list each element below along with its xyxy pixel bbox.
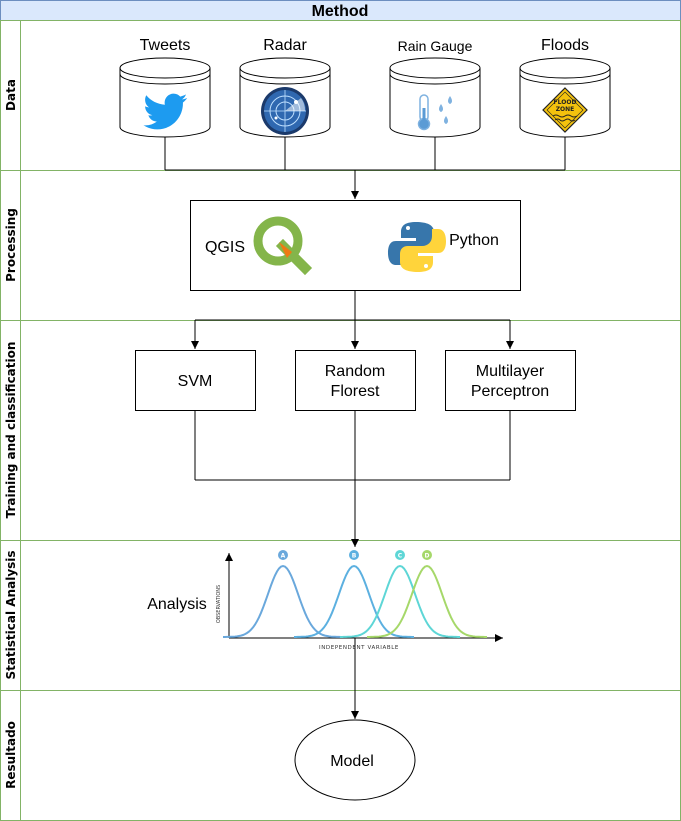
python-logo-icon: [388, 222, 446, 272]
analysis-y-label: OBSERVATIONS: [216, 585, 222, 623]
classifier-mlp-line2: Perceptron: [471, 383, 549, 400]
curve-badge-label-d: D: [425, 553, 430, 560]
curve-c: [340, 564, 460, 638]
classifier-random-forest-line1: Random: [325, 363, 385, 380]
curve-badge-label-a: A: [281, 553, 286, 560]
curve-d: [367, 564, 487, 638]
twitter-bird-icon: [143, 93, 188, 130]
lane-label-processing: Processing: [4, 208, 18, 282]
flood-sign-line2: ZONE: [556, 106, 575, 113]
lane-statistical: Statistical Analysis: [0, 540, 681, 691]
diagram-title: Method: [312, 3, 369, 20]
connector-processing-to-classifiers: [191, 290, 514, 349]
analysis-chart: Analysis OBSERVATIONS INDEPENDENT VARIAB…: [147, 550, 503, 651]
curve-badge-b: [349, 550, 359, 560]
qgis-logo-icon: [253, 216, 313, 276]
data-source-tweets-label: Tweets: [140, 37, 191, 54]
classifier-svm: SVM: [135, 350, 256, 411]
data-source-radar-label: Radar: [263, 37, 307, 54]
data-source-tweets: Tweets: [119, 37, 211, 138]
data-source-floods: Floods FLOOD ZONE: [519, 37, 611, 138]
classifier-random-forest: Random Florest: [295, 350, 416, 411]
processing-box: QGIS Python: [190, 200, 521, 291]
classifier-svm-label: SVM: [178, 373, 213, 390]
analysis-x-label: INDEPENDENT VARIABLE: [319, 645, 399, 651]
lane-label-statistical: Statistical Analysis: [4, 550, 18, 679]
lane-label-training: Training and classification: [4, 342, 18, 519]
curve-a: [223, 564, 343, 638]
flood-sign-line1: FLOOD: [554, 99, 577, 106]
flood-zone-sign-icon: FLOOD ZONE: [542, 87, 588, 133]
python-label: Python: [449, 232, 499, 249]
lane-label-resultado: Resultado: [4, 721, 18, 789]
curve-badge-label-c: C: [398, 553, 403, 560]
qgis-label: QGIS: [205, 239, 245, 256]
connector-classifiers-to-analysis: [194, 410, 511, 547]
curve-badge-label-b: B: [352, 553, 357, 560]
classifier-random-forest-line2: Florest: [331, 383, 380, 400]
result-model-label: Model: [330, 753, 374, 770]
data-source-floods-label: Floods: [541, 37, 589, 54]
analysis-label: Analysis: [147, 596, 207, 613]
radar-icon: [261, 87, 309, 135]
lane-label-data: Data: [4, 79, 18, 111]
curve-badge-a: [278, 550, 288, 560]
data-source-rain-gauge-label: Rain Gauge: [398, 38, 473, 54]
connector-data-to-processing: [164, 137, 566, 199]
curve-badge-d: [422, 550, 432, 560]
data-source-radar: Radar: [239, 37, 331, 138]
curve-badge-c: [395, 550, 405, 560]
classifier-mlp: Multilayer Perceptron: [445, 350, 576, 411]
result-model: Model: [294, 719, 416, 801]
curve-b: [294, 564, 414, 638]
data-source-rain-gauge: Rain Gauge: [389, 38, 481, 138]
thermometer-rain-icon: [417, 94, 452, 131]
classifier-mlp-line1: Multilayer: [476, 363, 545, 380]
